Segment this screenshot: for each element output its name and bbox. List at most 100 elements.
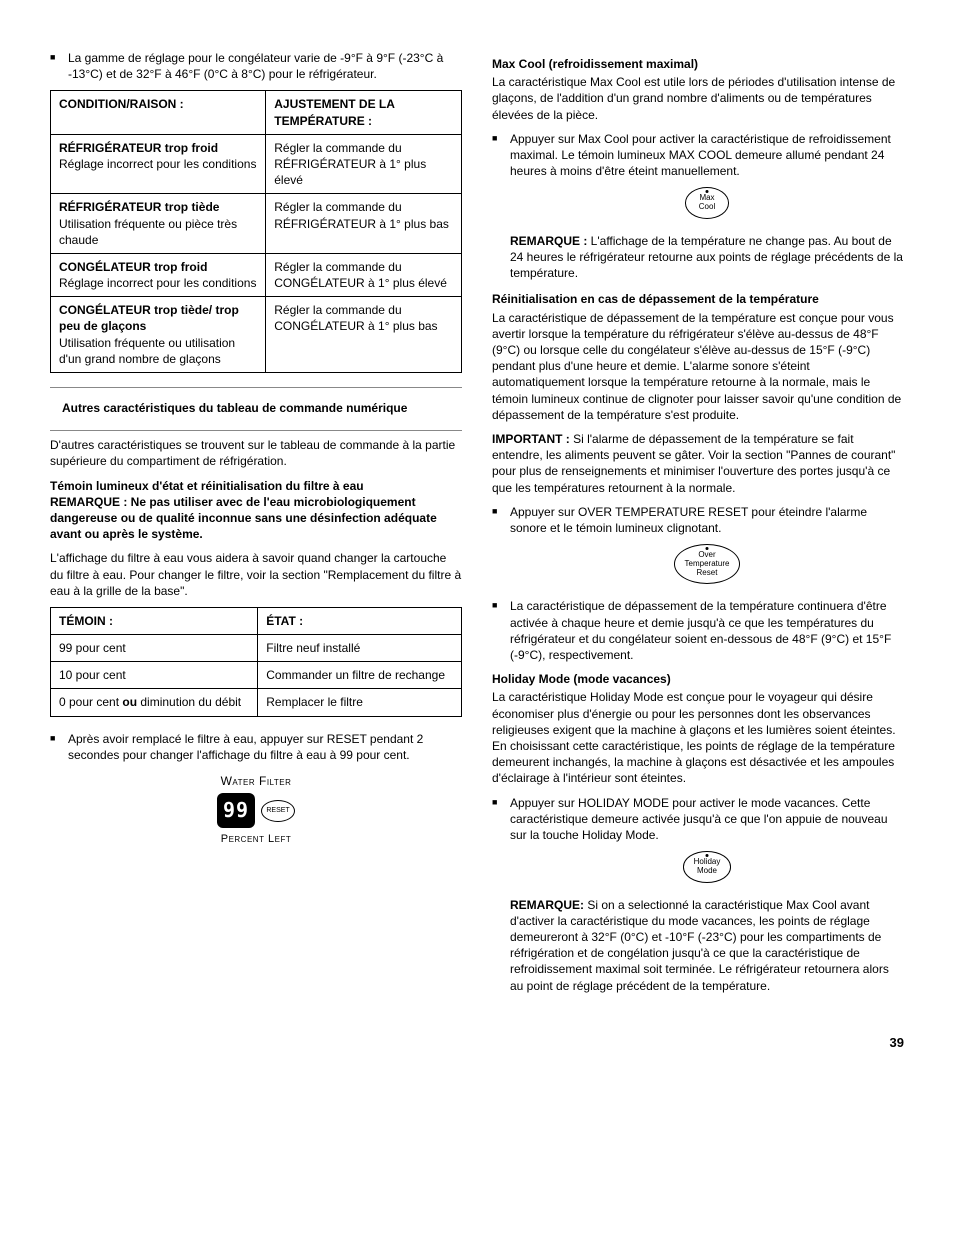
filter-head-line: Témoin lumineux d'état et réinitialisati…	[50, 479, 364, 493]
th-condition: CONDITION/RAISON :	[51, 91, 266, 134]
table-row: CONGÉLATEUR trop froid Réglage incorrect …	[51, 253, 462, 296]
maxcool-bullet: Appuyer sur Max Cool pour activer la car…	[510, 131, 904, 282]
overtemp-bullets: Appuyer sur OVER TEMPERATURE RESET pour …	[492, 504, 904, 664]
overtemp-paragraph: La caractéristique de dépassement de la …	[492, 310, 904, 423]
btn-line: Reset	[697, 568, 718, 577]
cell: Régler la commande du RÉFRIGÉRATEUR à 1°…	[266, 134, 462, 194]
holiday-bullet-text: Appuyer sur HOLIDAY MODE pour activer le…	[510, 796, 888, 842]
note-label: REMARQUE :	[510, 234, 587, 248]
overtemp-bullet1-text: Appuyer sur OVER TEMPERATURE RESET pour …	[510, 505, 867, 535]
table-row: 99 pour cent Filtre neuf installé	[51, 635, 462, 662]
holiday-paragraph: La caractéristique Holiday Mode est conç…	[492, 689, 904, 786]
overtemp-important: IMPORTANT : Si l'alarme de dépassement d…	[492, 431, 904, 496]
filter-paragraph: L'affichage du filtre à eau vous aidera …	[50, 550, 462, 599]
cell: Régler la commande du RÉFRIGÉRATEUR à 1°…	[266, 194, 462, 254]
indicator-dot-icon	[705, 547, 708, 550]
cell: RÉFRIGÉRATEUR trop froid Réglage incorrec…	[51, 134, 266, 194]
btn-line: Mode	[697, 866, 717, 875]
cell: Commander un filtre de rechange	[258, 662, 462, 689]
holiday-note: REMARQUE: Si on a selectionné la caracté…	[510, 897, 904, 994]
important-label: IMPORTANT :	[492, 432, 570, 446]
note-label: REMARQUE:	[510, 898, 584, 912]
overtemp-bullet-2: La caractéristique de dépassement de la …	[510, 598, 904, 663]
button-wrap: Max Cool	[510, 187, 904, 219]
indicator-dot-icon	[706, 854, 709, 857]
th-etat: ÉTAT :	[258, 607, 462, 634]
holiday-bullet: Appuyer sur HOLIDAY MODE pour activer le…	[510, 795, 904, 994]
cell: Remplacer le filtre	[258, 689, 462, 716]
cell: 99 pour cent	[51, 635, 258, 662]
overtemp-bullet-1: Appuyer sur OVER TEMPERATURE RESET pour …	[510, 504, 904, 585]
right-column: Max Cool (refroidissement maximal) La ca…	[492, 50, 904, 1004]
autres-heading: Autres caractéristiques du tableau de co…	[50, 400, 462, 416]
maxcool-bullets: Appuyer sur Max Cool pour activer la car…	[492, 131, 904, 282]
autres-paragraph: D'autres caractéristiques se trouvent su…	[50, 437, 462, 469]
lcd-value: 99	[217, 793, 255, 828]
water-filter-title: Water Filter	[50, 773, 462, 789]
cell: CONGÉLATEUR trop tiède/ trop peu de glaç…	[51, 297, 266, 373]
cell-post: diminution du débit	[137, 695, 241, 709]
maxcool-paragraph: La caractéristique Max Cool est utile lo…	[492, 74, 904, 123]
over-temperature-reset-button[interactable]: Over Temperature Reset	[674, 544, 741, 584]
range-bullet: La gamme de réglage pour le congélateur …	[68, 50, 462, 82]
filter-warning: REMARQUE : Ne pas utiliser avec de l'eau…	[50, 495, 437, 541]
table-row: RÉFRIGÉRATEUR trop froid Réglage incorrec…	[51, 134, 462, 194]
table-row: 10 pour cent Commander un filtre de rech…	[51, 662, 462, 689]
maxcool-note: REMARQUE : L'affichage de la température…	[510, 233, 904, 282]
cell-rest: Réglage incorrect pour les conditions	[59, 157, 256, 171]
table-row: RÉFRIGÉRATEUR trop tiède Utilisation fréq…	[51, 194, 462, 254]
th-adjustment: AJUSTEMENT DE LA TEMPÉRATURE :	[266, 91, 462, 134]
percent-left-label: Percent Left	[50, 832, 462, 847]
th-temoin: TÉMOIN :	[51, 607, 258, 634]
cell: Régler la commande du CONGÉLATEUR à 1° p…	[266, 253, 462, 296]
water-filter-display: Water Filter 99 RESET Percent Left	[50, 773, 462, 847]
cell-pre: 0 pour cent	[59, 695, 122, 709]
holiday-bullets: Appuyer sur HOLIDAY MODE pour activer le…	[492, 795, 904, 994]
holiday-mode-button[interactable]: Holiday Mode	[683, 851, 732, 883]
cell: CONGÉLATEUR trop froid Réglage incorrect …	[51, 253, 266, 296]
filter-heading: Témoin lumineux d'état et réinitialisati…	[50, 478, 462, 543]
range-bullet-list: La gamme de réglage pour le congélateur …	[50, 50, 462, 82]
btn-line: Max	[699, 193, 714, 202]
left-column: La gamme de réglage pour le congélateur …	[50, 50, 462, 1004]
page-number: 39	[50, 1034, 904, 1052]
cell: Filtre neuf installé	[258, 635, 462, 662]
button-wrap: Holiday Mode	[510, 851, 904, 883]
btn-line: Temperature	[685, 559, 730, 568]
after-filter-bullet: Après avoir remplacé le filtre à eau, ap…	[68, 731, 462, 763]
btn-line: Holiday	[694, 857, 721, 866]
maxcool-bullet-text: Appuyer sur Max Cool pour activer la car…	[510, 132, 891, 178]
reset-button[interactable]: RESET	[261, 800, 295, 822]
table-row: CONDITION/RAISON : AJUSTEMENT DE LA TEMP…	[51, 91, 462, 134]
table-row: 0 pour cent ou diminution du débit Rempl…	[51, 689, 462, 716]
btn-line: Over	[698, 550, 715, 559]
button-wrap: Over Temperature Reset	[510, 544, 904, 584]
table-row: CONGÉLATEUR trop tiède/ trop peu de glaç…	[51, 297, 462, 373]
cell: 10 pour cent	[51, 662, 258, 689]
table-row: TÉMOIN : ÉTAT :	[51, 607, 462, 634]
display-row: 99 RESET	[217, 793, 295, 828]
cell: Régler la commande du CONGÉLATEUR à 1° p…	[266, 297, 462, 373]
max-cool-button[interactable]: Max Cool	[685, 187, 729, 219]
separator	[50, 387, 462, 388]
cell: RÉFRIGÉRATEUR trop tiède Utilisation fréq…	[51, 194, 266, 254]
cell-rest: Utilisation fréquente ou utilisation d'u…	[59, 336, 235, 366]
after-filter-bullets: Après avoir remplacé le filtre à eau, ap…	[50, 731, 462, 763]
cell: 0 pour cent ou diminution du débit	[51, 689, 258, 716]
maxcool-heading: Max Cool (refroidissement maximal)	[492, 56, 904, 72]
status-table: TÉMOIN : ÉTAT : 99 pour cent Filtre neuf…	[50, 607, 462, 717]
holiday-heading: Holiday Mode (mode vacances)	[492, 671, 904, 687]
btn-line: Cool	[699, 202, 715, 211]
separator	[50, 430, 462, 431]
overtemp-heading: Réinitialisation en cas de dépassement d…	[492, 291, 904, 307]
cell-rest: Réglage incorrect pour les conditions	[59, 276, 256, 290]
content-columns: La gamme de réglage pour le congélateur …	[50, 50, 904, 1004]
cell-bold: CONGÉLATEUR trop froid	[59, 260, 207, 274]
condition-table: CONDITION/RAISON : AJUSTEMENT DE LA TEMP…	[50, 90, 462, 373]
cell-bold: ou	[122, 695, 137, 709]
cell-bold: CONGÉLATEUR trop tiède/ trop peu de glaç…	[59, 303, 239, 333]
cell-bold: RÉFRIGÉRATEUR trop froid	[59, 141, 218, 155]
cell-rest: Utilisation fréquente ou pièce très chau…	[59, 217, 237, 247]
indicator-dot-icon	[706, 190, 709, 193]
cell-bold: RÉFRIGÉRATEUR trop tiède	[59, 200, 219, 214]
